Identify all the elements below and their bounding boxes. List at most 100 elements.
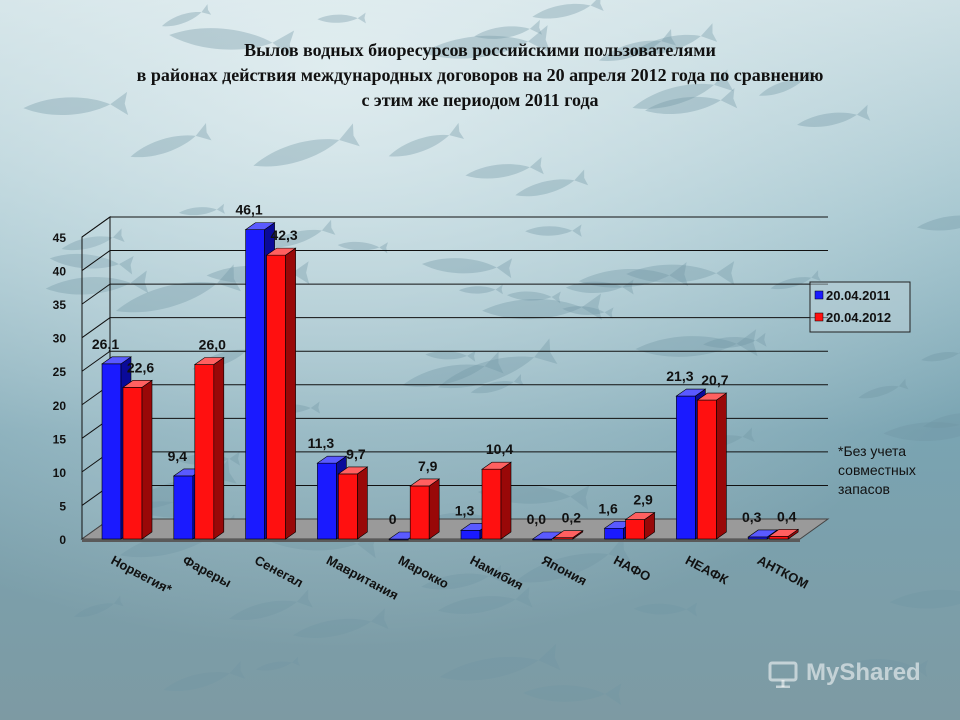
y-tick-label: 45 xyxy=(53,231,67,245)
bar-top xyxy=(337,466,369,475)
bar-front xyxy=(625,519,645,540)
data-label: 11,3 xyxy=(308,435,335,451)
bar-top xyxy=(624,512,656,520)
bar-top xyxy=(409,478,441,487)
data-label: 46,1 xyxy=(235,202,262,218)
bar-top xyxy=(122,380,153,388)
bar-side xyxy=(716,392,727,540)
data-label: 0,2 xyxy=(562,510,582,526)
x-tick-label: НЕАФК xyxy=(683,552,731,587)
bar-side xyxy=(213,356,225,540)
bar-2012 xyxy=(122,379,153,540)
bar-front xyxy=(481,468,502,540)
bar-front xyxy=(317,462,337,540)
data-label: 26,1 xyxy=(92,336,119,352)
chart-title: Вылов водных биоресурсов российскими пол… xyxy=(40,38,920,113)
data-label: 10,4 xyxy=(486,441,513,457)
bar-front xyxy=(122,387,143,540)
bar-side xyxy=(285,247,296,540)
y-tick-label: 0 xyxy=(59,533,66,547)
bar-front xyxy=(338,473,358,540)
data-label: 0 xyxy=(389,511,397,527)
bar-top xyxy=(316,455,348,464)
title-line-2: в районах действия международных договор… xyxy=(136,65,824,85)
title-line-3: с этим же периодом 2011 года xyxy=(361,90,599,110)
bar-2012 xyxy=(768,528,800,540)
bar-2012 xyxy=(193,356,225,540)
data-label: 1,3 xyxy=(455,502,475,518)
bar-2012 xyxy=(624,511,656,540)
legend-label: 20.04.2011 xyxy=(826,288,890,303)
bar-front xyxy=(409,485,430,540)
bar-2012 xyxy=(265,247,297,540)
bar-side xyxy=(428,478,440,540)
bar-top xyxy=(101,356,132,365)
x-tick-label: Марокко xyxy=(396,552,452,591)
gridline xyxy=(81,250,828,271)
bar-2012 xyxy=(552,530,584,540)
bar-front xyxy=(245,229,265,540)
x-tick-label: Мавритания xyxy=(324,552,401,602)
data-label: 20,7 xyxy=(701,372,728,388)
gridline xyxy=(81,216,828,238)
data-label: 7,9 xyxy=(418,458,438,474)
bar-side xyxy=(141,379,153,540)
bar-2012 xyxy=(696,392,728,540)
gridline xyxy=(81,317,828,339)
bar-front xyxy=(747,536,768,540)
bar-2012 xyxy=(337,466,369,540)
bar-top xyxy=(481,461,512,470)
x-tick-label: Норвегия* xyxy=(109,552,175,597)
bar-side xyxy=(357,466,368,540)
bar-front xyxy=(460,529,481,540)
bar-front xyxy=(676,395,696,540)
bar-front xyxy=(768,536,789,540)
y-tick-label: 20 xyxy=(53,399,67,413)
gridline xyxy=(81,350,828,372)
bar-front xyxy=(173,475,194,540)
x-tick-label: Намибия xyxy=(468,552,526,592)
bar-front xyxy=(697,399,717,540)
data-label: 2,9 xyxy=(633,492,653,508)
legend-swatch xyxy=(814,312,824,322)
bar-top xyxy=(552,530,584,538)
bar-side xyxy=(500,461,512,540)
bar-top xyxy=(675,388,707,397)
bar-top xyxy=(747,529,779,538)
data-label: 21,3 xyxy=(666,368,693,384)
bar-top xyxy=(244,222,276,230)
x-tick-label: АНТКОМ xyxy=(755,552,811,591)
y-tick-label: 40 xyxy=(53,265,67,279)
presentation-board-icon xyxy=(768,661,798,688)
bar-front xyxy=(604,527,624,540)
x-tick-label: Фареры xyxy=(180,552,233,590)
y-tick-label: 15 xyxy=(53,432,67,446)
bar-front xyxy=(101,363,122,540)
bar-front xyxy=(266,254,286,540)
watermark-text: MyShared xyxy=(806,659,921,686)
bar-top xyxy=(193,357,225,365)
chart-floor-edge xyxy=(82,539,800,542)
legend-swatch xyxy=(814,290,824,300)
bar-front xyxy=(194,364,215,540)
x-tick-label: Япония xyxy=(539,552,589,588)
watermark-logo: MyShared xyxy=(768,656,948,696)
footnote: *Без учета совместных запасов xyxy=(838,443,916,497)
data-label: 9,4 xyxy=(168,448,188,464)
gridline xyxy=(81,283,828,305)
title-line-1: Вылов водных биоресурсов российскими пол… xyxy=(244,40,716,60)
y-tick-label: 35 xyxy=(53,298,67,312)
data-label: 0,0 xyxy=(527,511,547,527)
data-label: 0,3 xyxy=(742,509,762,525)
bar-top xyxy=(265,247,297,256)
data-label: 22,6 xyxy=(127,359,154,375)
data-label: 26,0 xyxy=(199,337,226,353)
legend-box xyxy=(809,281,911,333)
data-label: 9,7 xyxy=(346,446,366,462)
y-tick-label: 30 xyxy=(53,332,67,346)
data-label: 42,3 xyxy=(270,227,297,243)
legend-label: 20.04.2012 xyxy=(826,310,891,325)
x-tick-label: НАФО xyxy=(611,552,653,584)
bar-2012 xyxy=(481,461,512,540)
